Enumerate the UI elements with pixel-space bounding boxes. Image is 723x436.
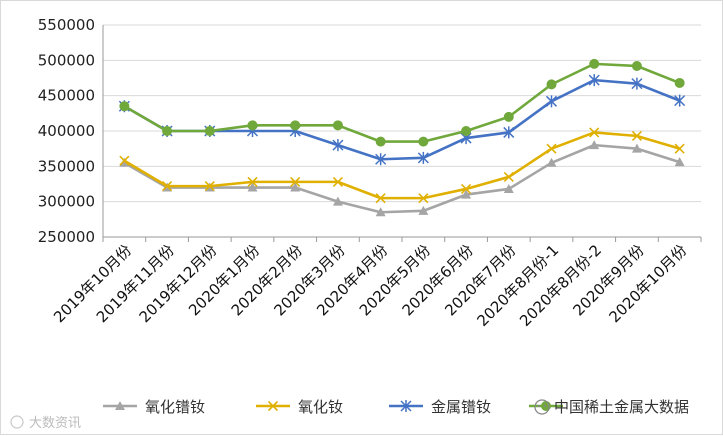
data-point <box>204 126 215 136</box>
data-point <box>247 176 258 187</box>
data-point <box>461 189 472 199</box>
data-point <box>119 155 130 166</box>
data-point <box>631 130 642 142</box>
data-point <box>631 60 642 71</box>
y-tick-label: 500000 <box>38 51 95 69</box>
data-point <box>589 127 600 138</box>
watermark-bottom-left: 大数资讯 <box>10 415 81 431</box>
data-point <box>418 205 429 215</box>
series-2 <box>119 127 685 204</box>
series-1 <box>119 140 685 217</box>
data-point <box>417 151 429 164</box>
data-point <box>546 143 557 154</box>
watermark-logo-icon <box>10 415 24 429</box>
legend-label: 氧化镨钕 <box>145 398 205 416</box>
data-point <box>461 126 472 136</box>
data-point <box>290 120 301 131</box>
data-point <box>503 171 514 182</box>
watermark-wechat: 中国稀土金属大数据 <box>534 398 689 416</box>
data-point <box>119 157 130 167</box>
y-tick-label: 450000 <box>38 87 95 105</box>
watermark-wechat-text: 中国稀土金属大数据 <box>554 398 689 416</box>
data-point <box>674 143 685 154</box>
y-tick-labels: 250000 300000 350000 400000 450000 500000 5500… <box>38 16 95 246</box>
y-tick-label: 250000 <box>38 228 95 246</box>
data-point <box>631 143 642 153</box>
data-point <box>589 58 600 69</box>
data-point <box>375 193 386 204</box>
data-point <box>162 181 173 192</box>
data-point <box>332 139 344 152</box>
data-point <box>119 101 130 112</box>
legend: 氧化镨钕 氧化钕 金属镨钕 <box>103 398 563 416</box>
wechat-icon <box>534 399 550 415</box>
data-point <box>546 157 557 167</box>
data-point <box>290 182 301 192</box>
series-line <box>123 131 681 200</box>
axes <box>102 25 702 242</box>
data-point <box>375 207 386 217</box>
legend-marker <box>115 401 125 410</box>
data-point <box>503 126 515 139</box>
legend-item: 氧化镨钕 <box>103 398 205 416</box>
data-point <box>204 181 215 192</box>
legend-item: 氧化钕 <box>256 398 343 416</box>
data-point <box>674 157 685 167</box>
data-point <box>588 74 600 87</box>
data-point <box>631 77 643 90</box>
data-point <box>162 126 173 136</box>
series-line <box>123 143 681 214</box>
data-point <box>332 176 343 187</box>
data-point <box>247 182 258 192</box>
legend-label: 金属镨钕 <box>431 398 491 416</box>
series-group <box>118 58 686 217</box>
data-point <box>461 183 472 195</box>
data-point <box>589 140 600 150</box>
x-tick-labels: 2019年10月份2019年11月份2019年12月份2020年1月份2020年… <box>50 241 690 330</box>
data-point <box>674 94 686 107</box>
data-point <box>375 153 387 166</box>
series-3 <box>118 74 686 166</box>
series-4 <box>119 58 685 147</box>
legend-marker <box>267 400 279 412</box>
data-point <box>503 111 514 122</box>
y-tick-label: 300000 <box>38 193 95 211</box>
legend-item: 金属镨钕 <box>389 398 491 416</box>
data-point <box>375 136 386 147</box>
data-point <box>332 196 343 206</box>
data-point <box>503 183 514 193</box>
y-tick-label: 400000 <box>38 122 95 140</box>
data-point <box>545 95 558 108</box>
watermark-bottom-left-text: 大数资讯 <box>29 416 81 431</box>
data-point <box>332 120 343 131</box>
y-tick-label: 550000 <box>38 16 95 34</box>
legend-marker <box>400 400 412 412</box>
y-tick-label: 350000 <box>38 157 95 175</box>
data-point <box>290 176 301 187</box>
x-tick-label: 2020年10月份 <box>605 241 690 326</box>
legend-label: 氧化钕 <box>298 398 343 416</box>
data-point <box>546 79 557 90</box>
data-point <box>674 77 685 88</box>
data-point <box>247 120 258 131</box>
data-point <box>418 193 429 204</box>
series-line <box>123 62 681 143</box>
data-point <box>418 136 429 147</box>
